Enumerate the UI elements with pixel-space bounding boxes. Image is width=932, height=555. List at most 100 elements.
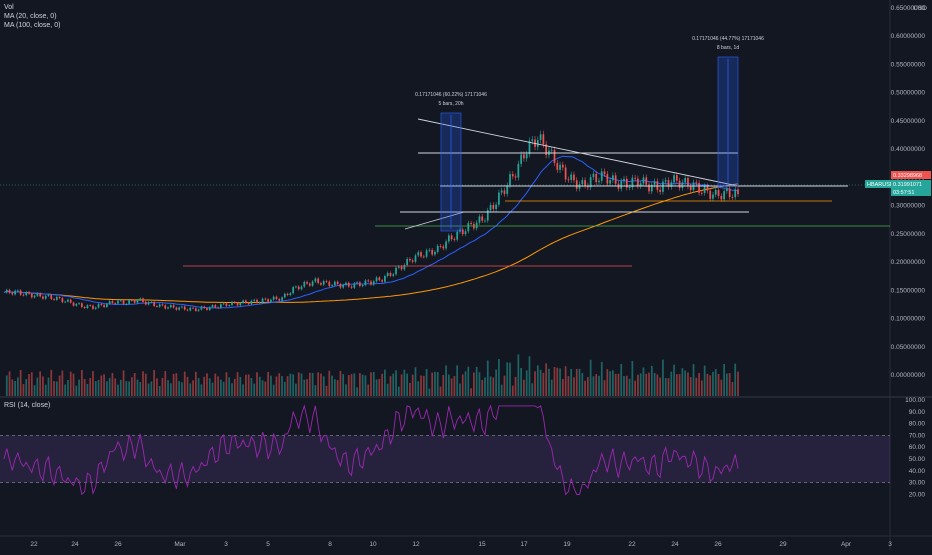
- volume-bar: [378, 378, 381, 396]
- candle-body: [470, 223, 472, 225]
- candle-body: [317, 278, 320, 284]
- volume-bar: [375, 379, 378, 396]
- volume-bar: [612, 370, 614, 396]
- volume-bar: [670, 371, 673, 396]
- candle-body: [211, 305, 214, 308]
- rsi-line: [3, 404, 739, 496]
- candle-body: [673, 175, 675, 183]
- legend-ma100[interactable]: MA (100, close, 0): [4, 22, 61, 29]
- candle-body: [411, 260, 414, 262]
- candle-body: [648, 184, 650, 192]
- candle-body: [55, 296, 58, 300]
- rsi-tick-label: 50.00: [909, 456, 926, 463]
- candle-body: [92, 305, 94, 309]
- volume-bar: [389, 376, 392, 396]
- price-tick-label: 0.20000000: [891, 259, 926, 266]
- candle-body: [381, 280, 383, 282]
- legend-vol[interactable]: Vol: [4, 4, 14, 11]
- price-tick-label: 0.10000000: [891, 316, 926, 323]
- volume-bar: [720, 379, 723, 396]
- candle-body: [169, 305, 172, 308]
- volume-bar: [464, 371, 467, 396]
- candle-body: [498, 192, 500, 205]
- candle-body: [675, 175, 678, 181]
- legend-ma20[interactable]: MA (20, close, 0): [4, 13, 57, 20]
- volume-bar: [350, 374, 353, 396]
- candle-body: [270, 299, 272, 302]
- volume-bar: [78, 379, 80, 396]
- volume-bar: [500, 384, 503, 396]
- volume-bar: [300, 373, 303, 396]
- volume-bar: [703, 365, 706, 396]
- candle-body: [511, 174, 514, 177]
- volume-bar: [439, 386, 442, 396]
- candle-body: [689, 186, 692, 191]
- volume-bar: [470, 388, 472, 396]
- volume-bar: [314, 385, 317, 396]
- candle-body: [356, 282, 358, 284]
- volume-bar: [436, 372, 439, 396]
- candle-body: [623, 178, 625, 182]
- volume-bar: [578, 368, 581, 396]
- volume-bar: [700, 380, 703, 396]
- candle-body: [486, 210, 489, 221]
- candle-body: [475, 222, 478, 229]
- volume-bar: [64, 384, 67, 396]
- volume-bar: [692, 364, 695, 396]
- volume-bar: [28, 374, 30, 396]
- volume-bar: [367, 384, 370, 396]
- candle-body: [272, 296, 275, 300]
- candle-body: [528, 140, 531, 155]
- candle-body: [283, 293, 286, 298]
- volume-bar: [75, 385, 78, 396]
- candle-body: [720, 195, 723, 200]
- volume-bar: [194, 371, 197, 396]
- volume-bar: [228, 377, 231, 396]
- candle-body: [78, 303, 80, 305]
- time-tick-label: 5: [266, 541, 270, 548]
- candle-body: [292, 287, 295, 294]
- volume-bar: [89, 378, 92, 396]
- volume-bar: [17, 377, 19, 396]
- volume-bar: [737, 371, 739, 396]
- measure-2-label: 0.17171046 (44.77%) 17171046: [692, 36, 764, 42]
- volume-bar: [261, 380, 264, 396]
- candle-body: [723, 191, 725, 200]
- volume-bar: [614, 373, 617, 396]
- candle-body: [625, 178, 628, 188]
- candle-body: [75, 303, 78, 306]
- candle-body: [208, 307, 211, 310]
- candle-body: [225, 303, 228, 307]
- candle-body: [453, 239, 456, 241]
- candle-body: [542, 134, 545, 145]
- volume-bar: [581, 372, 584, 396]
- candle-body: [186, 309, 189, 311]
- volume-bar: [642, 367, 645, 396]
- candle-body: [295, 286, 297, 288]
- volume-bar: [47, 377, 50, 396]
- volume-bar: [30, 372, 33, 396]
- candle-body: [333, 281, 336, 286]
- volume-bar: [345, 384, 347, 396]
- candle-body: [703, 186, 706, 193]
- volume-bar: [392, 373, 395, 396]
- rising-trendline: [404, 211, 465, 230]
- candle-body: [395, 267, 397, 275]
- candle-body: [286, 293, 289, 296]
- rsi-legend[interactable]: RSI (14, close): [4, 402, 51, 409]
- volume-bar: [400, 374, 403, 396]
- volume-bar: [117, 384, 119, 396]
- candle-body: [28, 292, 30, 294]
- candle-body: [72, 302, 75, 306]
- candle-body: [89, 305, 92, 307]
- candle-body: [728, 188, 731, 198]
- candle-body: [525, 154, 528, 159]
- volume-bar: [69, 371, 72, 396]
- volume-layer: [5, 354, 739, 396]
- volume-bar: [164, 371, 167, 396]
- volume-bar: [709, 375, 712, 396]
- volume-bar: [97, 379, 100, 396]
- volume-bar: [183, 371, 186, 396]
